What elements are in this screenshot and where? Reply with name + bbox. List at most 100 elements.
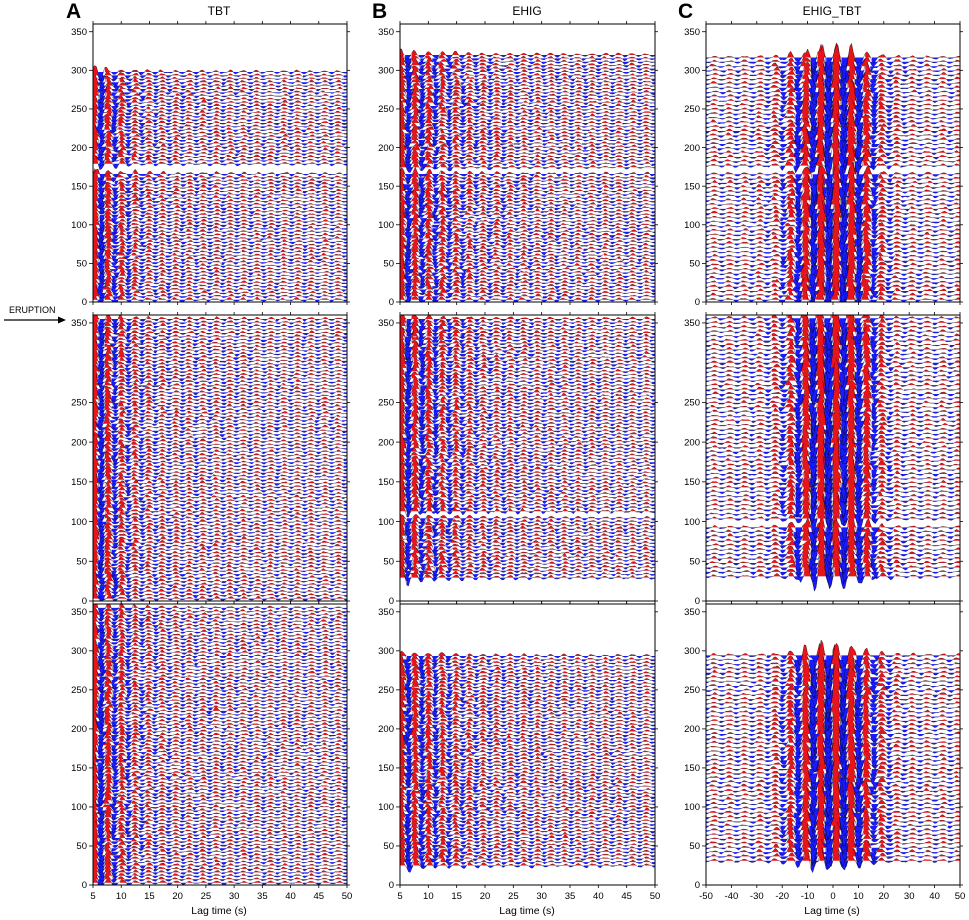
- y-tick-label: 300: [71, 66, 87, 77]
- panels-layer: 0501001502002503003500501001502002503500…: [71, 21, 965, 902]
- y-tick-label: 200: [684, 437, 700, 448]
- y-tick-label: 150: [684, 477, 700, 488]
- y-tick-label: 200: [684, 143, 700, 154]
- y-tick-label: 300: [684, 646, 700, 657]
- x-tick-label: 20: [480, 891, 491, 902]
- panel-b-row-1: 0 50 100 150 200 250 300 350: [378, 21, 658, 308]
- x-tick-label: 40: [285, 891, 296, 902]
- y-tick-label: 350: [71, 27, 87, 38]
- y-tick-label: 200: [71, 724, 87, 735]
- y-tick-label: 350: [378, 607, 394, 618]
- waveform-traces: [706, 42, 960, 302]
- x-tick-label: 10: [423, 891, 434, 902]
- y-tick-label: 200: [684, 724, 700, 735]
- panel-letter-b: B: [372, 0, 387, 23]
- y-tick-label: 0: [389, 880, 394, 891]
- y-tick-label: 250: [684, 398, 700, 409]
- y-tick-label: 300: [378, 646, 394, 657]
- y-tick-label: 50: [76, 556, 87, 567]
- panel-b-row-3: 0 50 100 150 200 250 300 350 5 10 15 20 25 30 35 40 45 50: [378, 601, 660, 902]
- panel-c-row-2: 0 50 100 150 200 250 350: [684, 312, 963, 607]
- y-tick-label: 250: [684, 104, 700, 115]
- y-tick-label: 0: [695, 880, 700, 891]
- y-tick-label: 250: [71, 398, 87, 409]
- y-tick-label: 250: [71, 104, 87, 115]
- panel-title-c: EHIG_TBT: [803, 4, 862, 18]
- y-tick-label: 350: [71, 318, 87, 329]
- waveform-traces: [400, 315, 655, 587]
- y-tick-label: 150: [71, 763, 87, 774]
- x-tick-label: 0: [830, 891, 835, 902]
- panel-b-row-2: 0 50 100 150 200 250 350: [378, 312, 658, 607]
- y-tick-label: 250: [378, 398, 394, 409]
- plot-frame: [92, 314, 348, 602]
- x-tick-label: -20: [775, 891, 789, 902]
- waveform-traces: [400, 48, 655, 302]
- y-tick-label: 350: [378, 27, 394, 38]
- plot-frame: [399, 603, 656, 886]
- x-axis-label-b: Lag time (s): [499, 905, 554, 917]
- y-tick-label: 200: [378, 143, 394, 154]
- y-tick-label: 150: [378, 477, 394, 488]
- panel-c-row-3: 0 50 100 150 200 250 300 350 -50 -40 -30 -20 -10 0 10 2…: [684, 601, 965, 902]
- x-axis-label-c: Lag time (s): [804, 905, 859, 917]
- y-tick-label: 50: [76, 259, 87, 270]
- plot-frame: [92, 603, 348, 886]
- y-tick-label: 0: [82, 297, 87, 308]
- panel-a-row-1: 0 50 100 150 200 250 300 350: [71, 21, 350, 308]
- y-tick-label: 100: [684, 517, 700, 528]
- x-tick-label: 5: [90, 891, 95, 902]
- y-tick-label: 200: [378, 437, 394, 448]
- y-tick-label: 50: [383, 556, 394, 567]
- x-tick-label: -40: [725, 891, 739, 902]
- y-tick-label: 0: [82, 596, 87, 607]
- waveform-traces: [93, 604, 347, 885]
- x-tick-label: 45: [621, 891, 632, 902]
- panel-letter-c: C: [678, 0, 693, 23]
- x-tick-label: 25: [201, 891, 212, 902]
- x-tick-label: 30: [229, 891, 240, 902]
- x-tick-label: 10: [853, 891, 864, 902]
- y-tick-label: 150: [71, 181, 87, 192]
- y-tick-label: 100: [378, 517, 394, 528]
- panel-a-row-3: 0 50 100 150 200 250 300 350 5 10 15 20 25 30 35 40 45 50: [71, 601, 353, 902]
- y-tick-label: 200: [378, 724, 394, 735]
- y-tick-label: 100: [684, 220, 700, 231]
- panel-c-row-1: 0 50 100 150 200 250 300 350: [684, 21, 963, 308]
- y-tick-label: 350: [378, 318, 394, 329]
- x-tick-label: 20: [879, 891, 890, 902]
- y-tick-label: 250: [684, 685, 700, 696]
- labels-layer: A B C TBT EHIG EHIG_TBT Lag time (s) Lag…: [4, 0, 862, 917]
- eruption-label: ERUPTION: [9, 305, 56, 315]
- y-tick-label: 0: [82, 880, 87, 891]
- y-tick-label: 150: [378, 181, 394, 192]
- x-tick-label: 20: [172, 891, 183, 902]
- y-tick-label: 100: [378, 220, 394, 231]
- y-tick-label: 150: [378, 763, 394, 774]
- x-tick-label: 5: [397, 891, 402, 902]
- y-tick-label: 300: [378, 66, 394, 77]
- eruption-arrow-icon: [4, 316, 66, 324]
- y-tick-label: 200: [71, 437, 87, 448]
- x-axis-label-a: Lag time (s): [191, 905, 246, 917]
- x-tick-label: 50: [342, 891, 353, 902]
- plot-frame: [399, 314, 656, 602]
- y-tick-label: 150: [71, 477, 87, 488]
- x-tick-label: 30: [536, 891, 547, 902]
- x-tick-label: 50: [650, 891, 661, 902]
- plot-frame: [92, 23, 348, 303]
- x-tick-label: -30: [750, 891, 764, 902]
- y-tick-label: 50: [689, 556, 700, 567]
- y-tick-label: 350: [684, 27, 700, 38]
- panel-title-a: TBT: [208, 4, 231, 18]
- y-tick-label: 0: [389, 297, 394, 308]
- x-tick-label: 15: [144, 891, 155, 902]
- y-tick-label: 50: [383, 259, 394, 270]
- waveform-traces: [706, 639, 960, 874]
- y-tick-label: 300: [71, 646, 87, 657]
- y-tick-label: 50: [689, 841, 700, 852]
- y-tick-label: 250: [71, 685, 87, 696]
- y-tick-label: 250: [378, 104, 394, 115]
- y-tick-label: 100: [684, 802, 700, 813]
